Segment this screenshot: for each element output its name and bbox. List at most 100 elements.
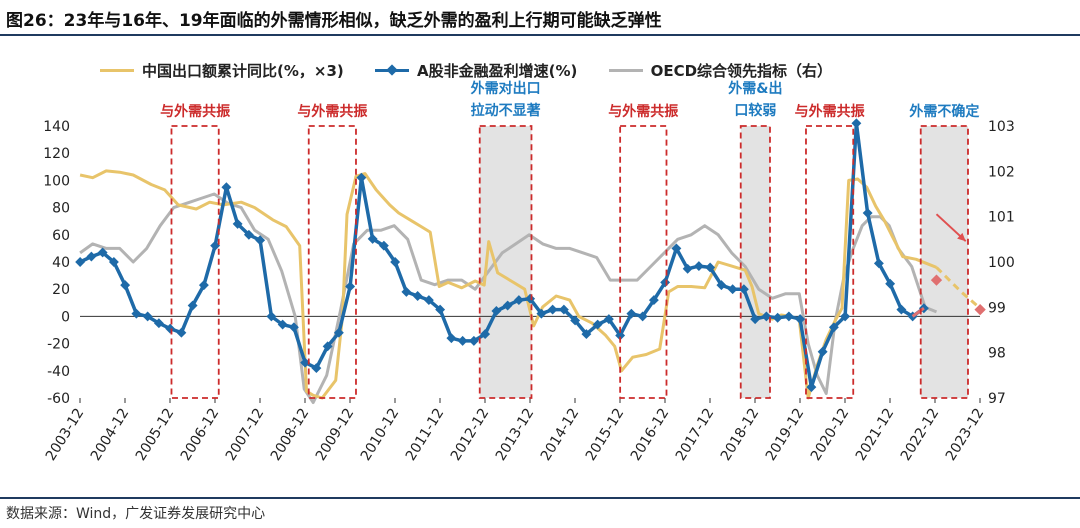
profit-point bbox=[772, 312, 783, 323]
y2-tick-label: 99 bbox=[988, 300, 1006, 316]
period-label-1: 与外需共振 bbox=[297, 103, 367, 120]
x-tick-label: 2018-12 bbox=[718, 406, 763, 464]
period-label-5: 与外需共振 bbox=[795, 103, 865, 120]
forecast-point-0 bbox=[930, 274, 943, 286]
shaded-region-4 bbox=[740, 126, 770, 398]
profit-point bbox=[502, 300, 513, 311]
forecast-line-0 bbox=[935, 266, 982, 310]
profit-point bbox=[333, 327, 344, 338]
x-tick-label: 2020-12 bbox=[808, 406, 853, 464]
period-label-4: 口较弱 bbox=[734, 102, 776, 119]
period-box-4 bbox=[739, 125, 771, 399]
profit-point bbox=[390, 257, 401, 267]
profit-point bbox=[716, 280, 727, 291]
x-tick-label: 2013-12 bbox=[493, 406, 538, 464]
title-rule bbox=[0, 34, 1080, 36]
profit-point bbox=[750, 314, 761, 325]
trend-arrow-head bbox=[957, 232, 966, 242]
profit-point bbox=[221, 182, 232, 193]
profit-point bbox=[637, 311, 648, 322]
profit-point bbox=[187, 300, 198, 311]
x-tick-label: 2009-12 bbox=[313, 406, 358, 464]
figure-title: 图26：23年与16年、19年面临的外需情形相似，缺乏外需的盈利上行期可能缺乏弹… bbox=[6, 11, 662, 31]
profit-point bbox=[525, 293, 536, 304]
profit-point bbox=[198, 280, 209, 291]
legend-item-oecd: OECD综合领先指标（右） bbox=[608, 60, 833, 81]
x-tick-label: 2010-12 bbox=[358, 406, 403, 464]
y2-tick-label: 97 bbox=[988, 391, 1006, 407]
profit-point bbox=[558, 304, 569, 315]
period-box-1 bbox=[307, 125, 357, 399]
period-box-5 bbox=[805, 125, 855, 399]
forecast-line-1 bbox=[911, 306, 925, 318]
profit-point bbox=[288, 322, 299, 333]
profit-point bbox=[828, 322, 839, 333]
profit-point bbox=[862, 208, 873, 218]
profit-point bbox=[300, 357, 311, 368]
period-label-2: 外需对出口 bbox=[471, 80, 541, 97]
period-box-3 bbox=[619, 125, 668, 399]
period-label-4: 外需&出 bbox=[728, 80, 782, 97]
profit-point bbox=[446, 333, 457, 344]
x-tick-label: 2019-12 bbox=[763, 406, 808, 464]
y-tick-label: 60 bbox=[52, 228, 70, 244]
profit-point bbox=[401, 286, 412, 297]
profit-point bbox=[873, 258, 884, 269]
legend-label-profit: A股非金融盈利增速(%) bbox=[416, 62, 578, 80]
profit-point bbox=[311, 363, 322, 374]
x-tick-label: 2003-12 bbox=[43, 406, 88, 464]
profit-point bbox=[570, 315, 581, 326]
profit-point bbox=[603, 314, 614, 325]
x-tick-label: 2006-12 bbox=[178, 406, 223, 464]
y-tick-label: 40 bbox=[52, 255, 70, 271]
profit-point bbox=[885, 278, 896, 289]
profit-point bbox=[243, 229, 254, 240]
line-chart: -60 -40 -20 0 20 40 60 80 100 120 140 97 98 99 100 101 1… bbox=[43, 80, 1015, 464]
profit-point bbox=[626, 308, 637, 319]
profit-point bbox=[468, 335, 479, 346]
y2-tick-label: 98 bbox=[988, 346, 1006, 362]
profit-point bbox=[255, 235, 266, 246]
profit-point bbox=[142, 311, 153, 322]
profit-point bbox=[682, 263, 693, 274]
x-tick-label: 2023-12 bbox=[943, 406, 988, 464]
x-tick-label: 2011-12 bbox=[403, 406, 448, 464]
y-tick-label: -60 bbox=[47, 391, 70, 407]
profit-point bbox=[648, 295, 659, 306]
period-label-6: 外需不确定 bbox=[909, 103, 979, 120]
legend-swatch-export bbox=[100, 69, 134, 72]
forecast-point-1 bbox=[974, 303, 986, 316]
y-tick-label: -20 bbox=[47, 337, 70, 353]
x-tick-label: 2022-12 bbox=[898, 406, 943, 464]
profit-point bbox=[97, 247, 108, 258]
legend-label-oecd: OECD综合领先指标（右） bbox=[650, 62, 833, 80]
x-tick-label: 2017-12 bbox=[673, 406, 718, 464]
profit-point bbox=[356, 172, 367, 183]
period-label-3: 与外需共振 bbox=[608, 103, 678, 120]
y-tick-label: 100 bbox=[43, 173, 70, 189]
profit-point bbox=[705, 262, 716, 273]
period-label-0: 与外需共振 bbox=[160, 103, 230, 120]
profit-point bbox=[547, 304, 558, 315]
profit-point bbox=[592, 319, 603, 330]
profit-point bbox=[165, 323, 176, 334]
x-tick-label: 2012-12 bbox=[448, 406, 493, 464]
profit-point bbox=[896, 304, 907, 315]
profit-point bbox=[817, 346, 828, 357]
shaded-region-2 bbox=[479, 126, 532, 398]
profit-point bbox=[210, 240, 221, 251]
y2-tick-label: 100 bbox=[988, 255, 1015, 271]
series-line-profit bbox=[79, 121, 925, 389]
x-tick-label: 2014-12 bbox=[538, 406, 583, 464]
x-tick-label: 2015-12 bbox=[583, 406, 628, 464]
period-box-6 bbox=[919, 125, 969, 399]
profit-point bbox=[513, 295, 524, 306]
period-label-2: 拉动不显著 bbox=[471, 102, 541, 119]
y-tick-label: 80 bbox=[52, 201, 70, 217]
y2-tick-label: 101 bbox=[988, 210, 1015, 226]
period-box-0 bbox=[170, 125, 220, 399]
y2-tick-label: 103 bbox=[988, 119, 1015, 135]
profit-point bbox=[727, 284, 738, 295]
profit-point bbox=[795, 314, 806, 325]
x-tick-label: 2005-12 bbox=[133, 406, 178, 464]
